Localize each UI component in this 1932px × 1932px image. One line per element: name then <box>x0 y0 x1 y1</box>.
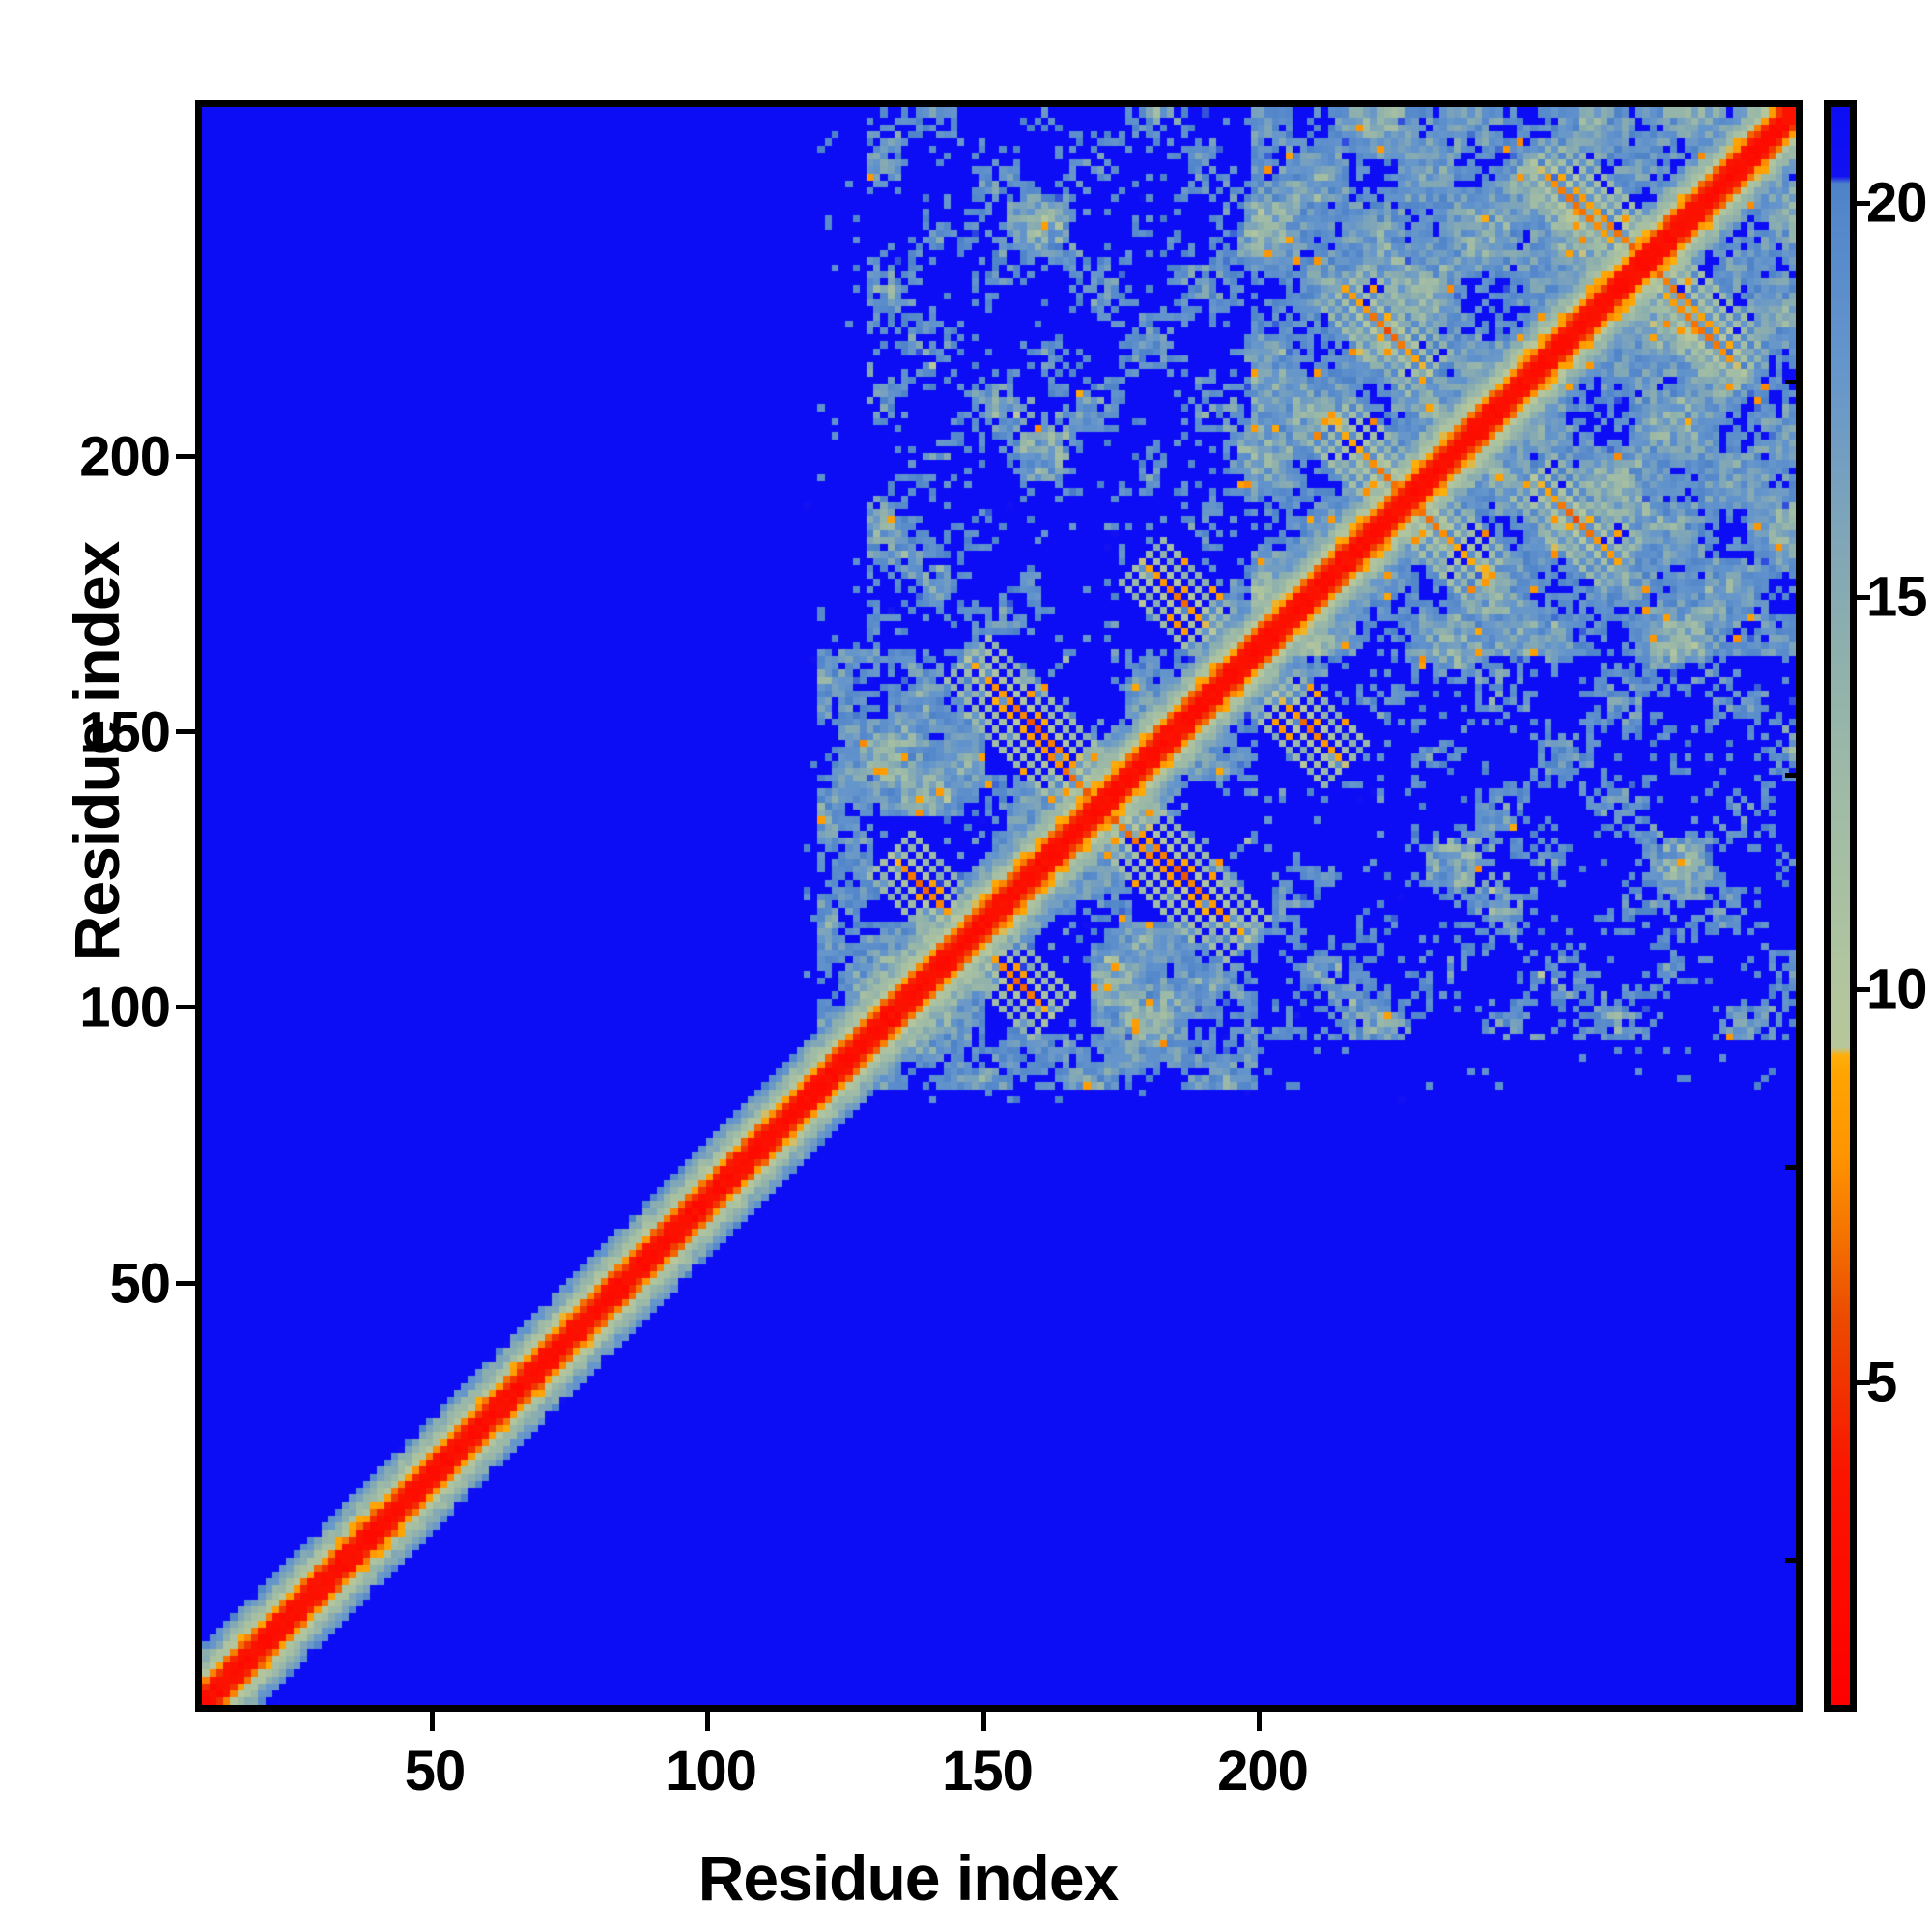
xtick-label-200: 200 <box>1217 1740 1309 1803</box>
colorbar-tick-label-5: 5 <box>1866 1350 1897 1414</box>
colorbar-tick-label-20: 20 <box>1866 171 1928 235</box>
heatmap-plot-area <box>195 100 1803 1712</box>
ytick-mark-150 <box>176 729 195 734</box>
y-axis-title: Residue index <box>61 541 132 962</box>
xtick-label-50: 50 <box>404 1740 467 1803</box>
contact-map-heatmap <box>202 107 1796 1705</box>
ytick-mark-200 <box>176 454 195 459</box>
colorbar-tick-mark-10 <box>1853 987 1870 992</box>
colorbar-tick-mark-5 <box>1853 1380 1870 1385</box>
plot-right-minor-tick-1 <box>1785 380 1803 384</box>
xtick-label-100: 100 <box>666 1740 757 1803</box>
ytick-label-150: 150 <box>79 700 171 764</box>
colorbar-gradient <box>1831 107 1850 1705</box>
colorbar-tick-mark-20 <box>1853 201 1870 206</box>
xtick-mark-150 <box>981 1712 986 1731</box>
plot-right-minor-tick-2 <box>1785 773 1803 778</box>
ytick-label-200: 200 <box>79 425 171 489</box>
colorbar-tick-mark-15 <box>1853 595 1870 600</box>
y-axis-title-wrap: Residue index <box>60 269 133 1235</box>
xtick-mark-50 <box>430 1712 435 1731</box>
xtick-mark-200 <box>1257 1712 1262 1731</box>
colorbar-tick-label-10: 10 <box>1866 957 1928 1021</box>
colorbar-tick-label-15: 15 <box>1866 565 1928 629</box>
xtick-mark-100 <box>705 1712 710 1731</box>
xtick-label-150: 150 <box>942 1740 1034 1803</box>
plot-right-minor-tick-4 <box>1785 1558 1803 1563</box>
ytick-label-50: 50 <box>109 1252 171 1316</box>
x-axis-title-wrap: Residue index <box>0 1841 1932 1915</box>
colorbar: 20 15 10 5 <box>1824 100 1928 1712</box>
ytick-label-100: 100 <box>79 976 171 1039</box>
ytick-mark-50 <box>176 1281 195 1286</box>
colorbar-frame <box>1824 100 1857 1712</box>
plot-right-minor-tick-3 <box>1785 1165 1803 1170</box>
ytick-mark-100 <box>176 1005 195 1009</box>
x-axis-title: Residue index <box>697 1842 1119 1914</box>
